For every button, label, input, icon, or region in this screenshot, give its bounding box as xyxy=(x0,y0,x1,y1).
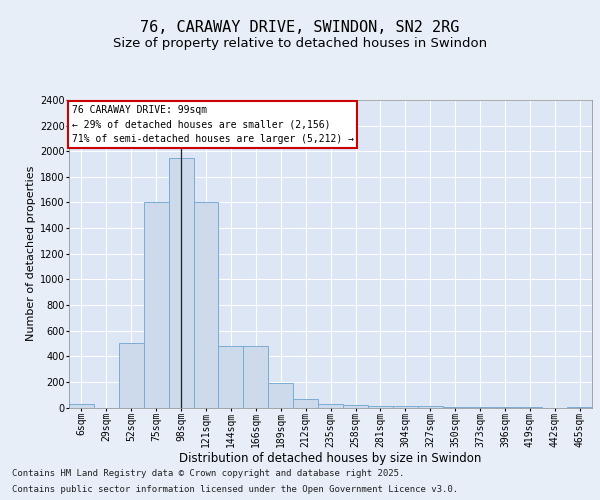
Y-axis label: Number of detached properties: Number of detached properties xyxy=(26,166,36,342)
Text: 76, CARAWAY DRIVE, SWINDON, SN2 2RG: 76, CARAWAY DRIVE, SWINDON, SN2 2RG xyxy=(140,20,460,35)
Bar xyxy=(343,405,368,407)
Text: Contains public sector information licensed under the Open Government Licence v3: Contains public sector information licen… xyxy=(12,484,458,494)
Bar xyxy=(268,382,293,407)
X-axis label: Distribution of detached houses by size in Swindon: Distribution of detached houses by size … xyxy=(179,452,482,466)
Bar xyxy=(293,398,318,407)
Bar xyxy=(119,344,144,407)
Bar xyxy=(144,202,169,408)
Bar xyxy=(418,406,443,408)
Text: 76 CARAWAY DRIVE: 99sqm
← 29% of detached houses are smaller (2,156)
71% of semi: 76 CARAWAY DRIVE: 99sqm ← 29% of detache… xyxy=(71,104,353,144)
Bar xyxy=(244,346,268,408)
Bar xyxy=(368,406,393,407)
Bar xyxy=(194,202,218,408)
Text: Size of property relative to detached houses in Swindon: Size of property relative to detached ho… xyxy=(113,38,487,51)
Bar xyxy=(69,404,94,407)
Bar xyxy=(393,406,418,407)
Bar xyxy=(443,407,467,408)
Bar xyxy=(218,346,244,408)
Bar xyxy=(318,404,343,407)
Bar xyxy=(467,407,493,408)
Text: Contains HM Land Registry data © Crown copyright and database right 2025.: Contains HM Land Registry data © Crown c… xyxy=(12,470,404,478)
Bar xyxy=(169,158,194,408)
